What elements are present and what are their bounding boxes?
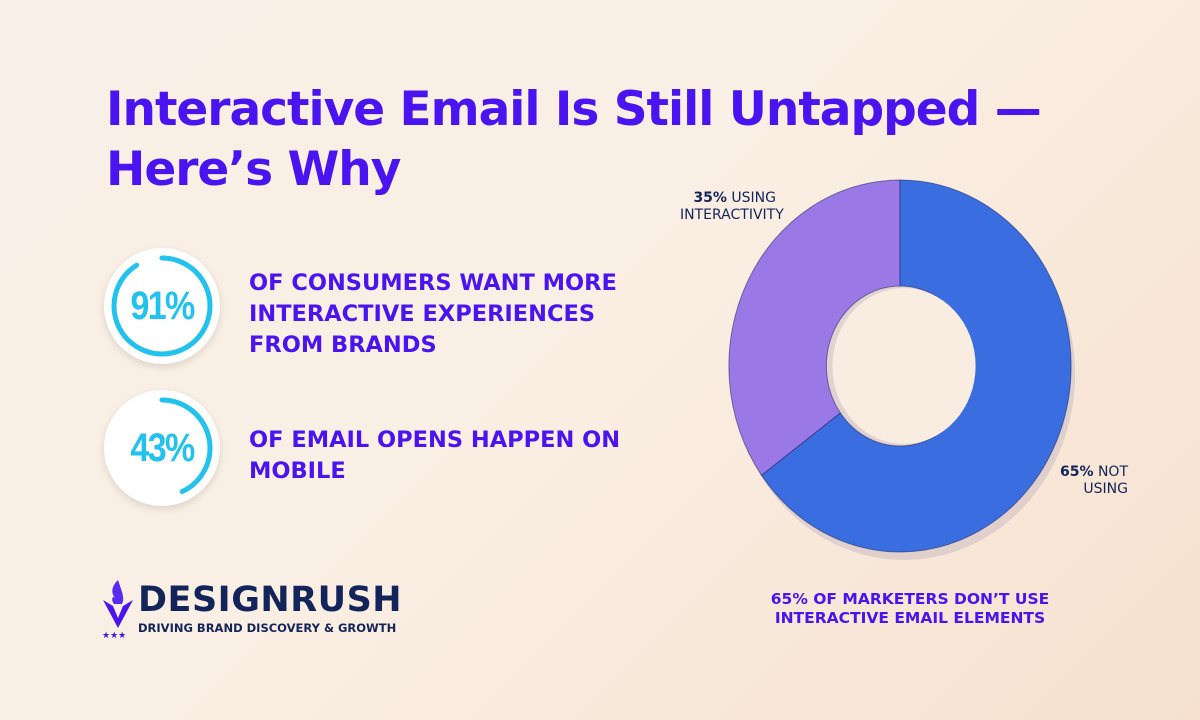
designrush-emblem-icon: ★★★	[102, 580, 133, 640]
stat-mobile: 43% OF EMAIL OPENS HAPPEN ON MOBILE	[104, 390, 644, 510]
label-using-text: USING INTERACTIVITY	[680, 190, 784, 223]
label-not-using-text: NOT USING	[1083, 464, 1128, 497]
stat-value: 43%	[130, 426, 196, 470]
stat-value: 91%	[130, 284, 196, 328]
donut-slice-using	[728, 179, 901, 477]
chart-caption: 65% OF MARKETERS DON’T USE INTERACTIVE E…	[770, 590, 1050, 627]
progress-ring-43: 43%	[104, 390, 220, 506]
title-line-2: Here’s Why	[106, 142, 401, 197]
ring-arc	[111, 255, 213, 357]
label-not-using: 65% NOT USING	[1058, 464, 1128, 498]
donut-chart	[728, 179, 1076, 560]
designrush-logo: ★★★ DESIGNRUSH DRIVING BRAND DISCOVERY &…	[100, 578, 420, 640]
logo-name: DESIGNRUSH	[138, 580, 403, 620]
stat-consumers: 91% OF CONSUMERS WANT MORE INTERACTIVE E…	[104, 248, 644, 368]
progress-ring-91: 91%	[104, 248, 220, 364]
label-using: 35% USING INTERACTIVITY	[680, 190, 784, 224]
ring-svg	[111, 397, 213, 499]
label-not-using-pct: 65%	[1059, 464, 1094, 480]
donut-hole	[832, 288, 976, 444]
logo-tagline: DRIVING BRAND DISCOVERY & GROWTH	[138, 621, 397, 635]
page-title: Interactive Email Is Still Untapped — Her…	[106, 80, 1042, 200]
svg-text:★★★: ★★★	[102, 631, 126, 640]
title-line-1: Interactive Email Is Still Untapped —	[106, 82, 1042, 137]
ring-svg	[111, 255, 213, 357]
ring-arc	[111, 397, 213, 499]
stat-description: OF EMAIL OPENS HAPPEN ON MOBILE	[249, 427, 621, 484]
stat-description: OF CONSUMERS WANT MORE INTERACTIVE EXPER…	[249, 270, 617, 358]
label-using-pct: 35%	[693, 190, 727, 206]
